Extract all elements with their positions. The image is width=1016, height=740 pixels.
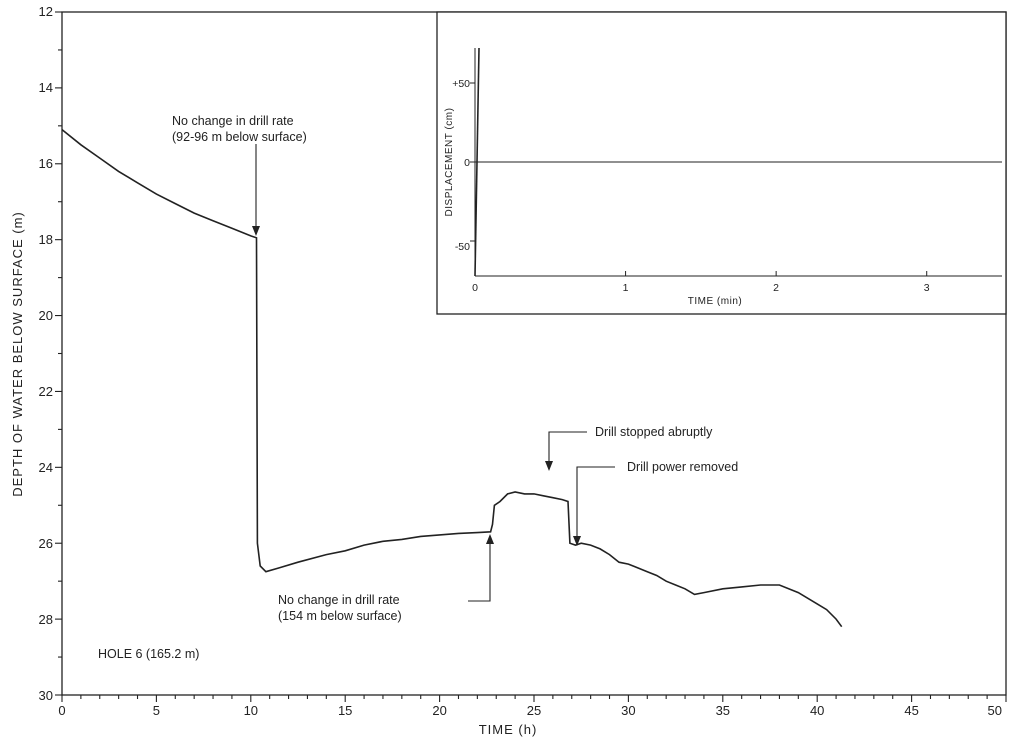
y-tick-label-12: 12: [39, 4, 53, 19]
x-tick-label-10: 10: [244, 703, 258, 718]
y-tick-label-14: 14: [39, 80, 53, 95]
annot3-arrow-line: [548, 431, 587, 462]
y-tick-labels: 12 14 16 18 20 22 24 26 28 30: [39, 4, 53, 703]
main-axis-ticks: [55, 11, 1007, 702]
x-tick-label-50: 50: [988, 703, 1002, 718]
inset-x-tick-label-1: 1: [623, 282, 629, 294]
x-tick-label-25: 25: [527, 703, 541, 718]
y-tick-label-22: 22: [39, 384, 53, 399]
inset-x-tick-label-3: 3: [924, 282, 930, 294]
annot4-text: Drill power removed: [627, 460, 738, 474]
y-tick-label-16: 16: [39, 156, 53, 171]
inset-y-axis-title: DISPLACEMENT (cm): [444, 108, 455, 217]
x-tick-label-15: 15: [338, 703, 352, 718]
x-axis-title: TIME (h): [479, 722, 538, 737]
x-tick-label-35: 35: [716, 703, 730, 718]
y-tick-label-24: 24: [39, 460, 53, 475]
annot1-arrowhead: [252, 226, 260, 236]
annot2-arrow-line: [468, 542, 491, 602]
inset-y-tick-label-pos50: +50: [452, 78, 470, 90]
annot2-line1: No change in drill rate: [278, 593, 400, 607]
hole-label: HOLE 6 (165.2 m): [98, 647, 199, 661]
y-tick-label-20: 20: [39, 308, 53, 323]
y-tick-label-26: 26: [39, 536, 53, 551]
x-tick-label-45: 45: [904, 703, 918, 718]
annot1-line1: No change in drill rate: [172, 114, 294, 128]
water-depth-line: [61, 128, 843, 628]
annot4-arrow-line: [576, 466, 615, 537]
y-axis-title: DEPTH OF WATER BELOW SURFACE (m): [10, 211, 25, 497]
annot1-line2: (92-96 m below surface): [172, 130, 307, 144]
annot3-text: Drill stopped abruptly: [595, 425, 713, 439]
annot2-line2: (154 m below surface): [278, 609, 402, 623]
x-tick-label-0: 0: [58, 703, 65, 718]
inset-x-axis-title: TIME (min): [688, 296, 742, 307]
y-tick-label-30: 30: [39, 688, 53, 703]
displacement-oscillation-line: [474, 47, 480, 277]
y-tick-label-18: 18: [39, 232, 53, 247]
inset-frame: [436, 11, 1007, 315]
annotation-arrows: [252, 144, 615, 602]
annot4-arrowhead: [573, 536, 581, 546]
x-tick-label-30: 30: [621, 703, 635, 718]
inset-chart: +50 0 -50 0 1 2 3 TIME (min) DISPLACEMEN…: [436, 11, 1007, 315]
annot2-arrowhead: [486, 534, 494, 544]
annot3-arrowhead: [545, 461, 553, 471]
inset-y-tick-label-0: 0: [464, 157, 470, 169]
y-tick-label-28: 28: [39, 612, 53, 627]
inset-y-tick-label-neg50: -50: [455, 241, 470, 253]
x-tick-label-5: 5: [153, 703, 160, 718]
inset-x-tick-label-0: 0: [472, 282, 478, 294]
x-tick-labels: 0 5 10 15 20 25 30 35 40 45 50: [58, 703, 1002, 718]
x-tick-label-40: 40: [810, 703, 824, 718]
inset-x-tick-label-2: 2: [773, 282, 779, 294]
x-tick-label-20: 20: [432, 703, 446, 718]
